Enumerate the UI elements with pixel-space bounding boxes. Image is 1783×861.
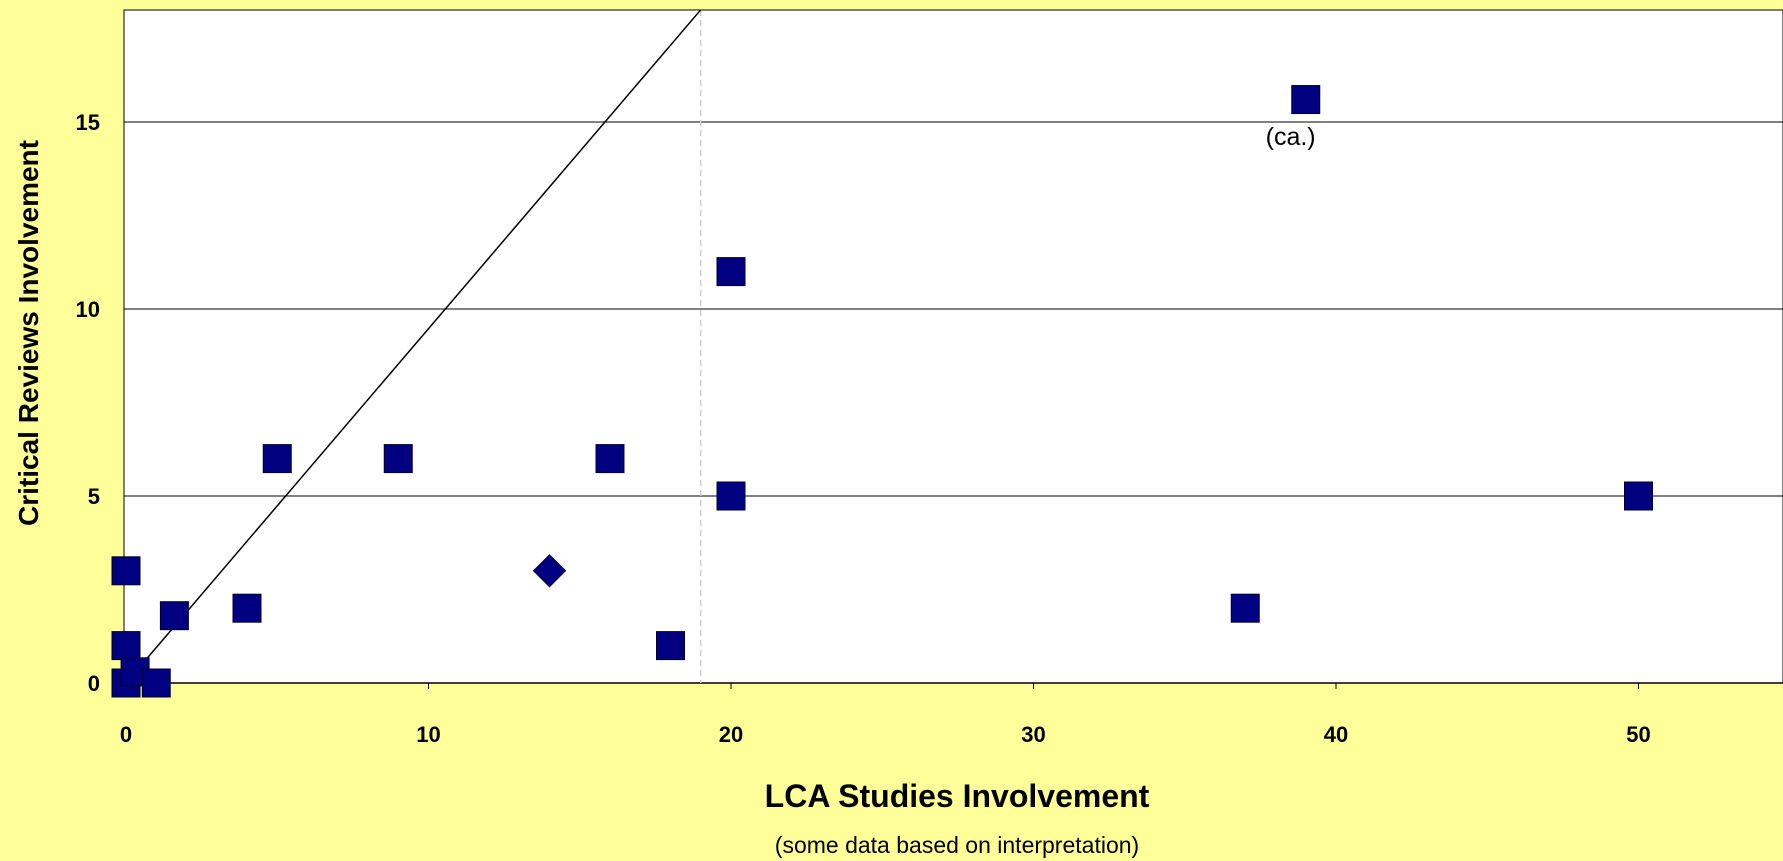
x-tick-label: 20: [719, 722, 743, 747]
y-tick-labels: 0 5 10 15: [76, 110, 100, 696]
data-point-square: [716, 481, 746, 511]
data-points: [111, 85, 1653, 698]
plot-area: [123, 9, 1783, 684]
x-tick-label: 40: [1324, 722, 1348, 747]
y-tick-label: 0: [88, 671, 100, 696]
data-point-square: [595, 444, 625, 474]
data-point-square: [111, 556, 141, 586]
data-point-square: [262, 444, 292, 474]
annotations: (ca.): [1266, 123, 1316, 151]
x-tick-label: 0: [120, 722, 132, 747]
x-tick-labels: 0 10 20 30 40 50: [120, 722, 1651, 747]
reference-line: [125, 9, 702, 684]
x-tick-label: 30: [1021, 722, 1045, 747]
data-point-diamond: [532, 554, 567, 588]
y-axis-title: Critical Reviews Involvement: [13, 140, 44, 526]
data-point-square: [1230, 593, 1260, 623]
data-point-square: [159, 601, 189, 631]
gridlines: [124, 121, 1783, 689]
y-tick-label: 5: [88, 484, 100, 509]
data-point-square: [232, 593, 262, 623]
annotation-label: (ca.): [1266, 123, 1316, 151]
y-tick-label: 10: [76, 297, 100, 322]
y-tick-label: 15: [76, 110, 100, 135]
data-point-square: [141, 668, 171, 698]
data-point-square: [1291, 85, 1321, 115]
data-point-square: [111, 631, 141, 661]
data-point-square: [716, 257, 746, 287]
data-point-square: [656, 631, 685, 661]
x-axis-title: LCA Studies Involvement: [765, 778, 1150, 814]
data-point-square: [383, 444, 413, 474]
data-point-square: [1624, 481, 1653, 511]
x-tick-label: 10: [416, 722, 440, 747]
x-axis-subtitle: (some data based on interpretation): [775, 832, 1139, 858]
x-tick-label: 50: [1626, 722, 1650, 747]
reference-lines: [125, 9, 702, 684]
